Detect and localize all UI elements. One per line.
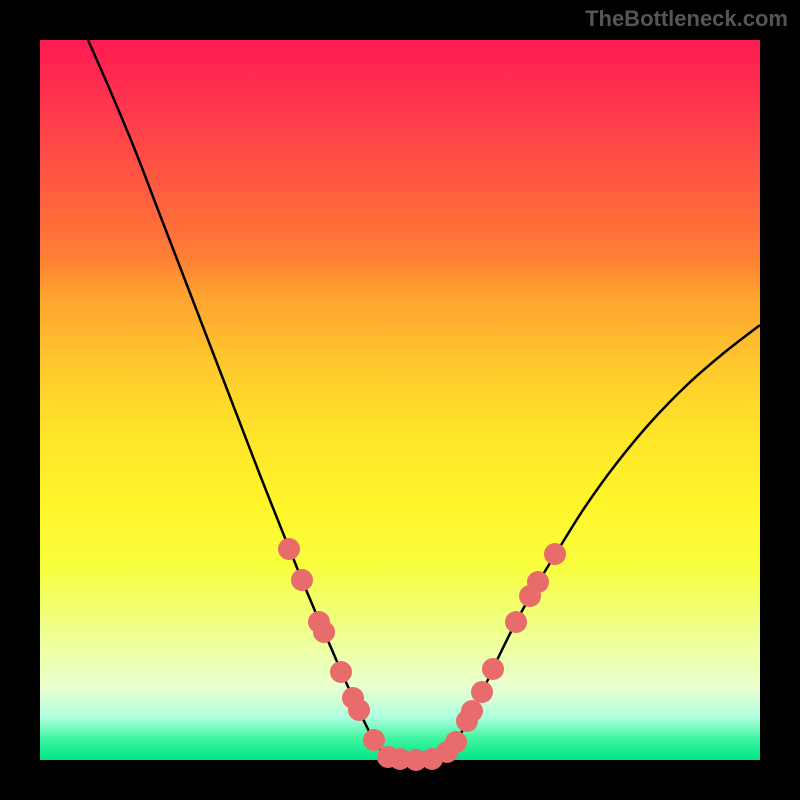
watermark: TheBottleneck.com <box>585 6 788 32</box>
curve-right <box>412 325 760 760</box>
data-marker <box>544 543 566 565</box>
data-marker <box>445 731 467 753</box>
curve-layer <box>40 40 760 760</box>
data-marker <box>471 681 493 703</box>
data-marker <box>313 621 335 643</box>
data-marker <box>482 658 504 680</box>
data-marker <box>461 700 483 722</box>
data-marker <box>291 569 313 591</box>
data-marker <box>505 611 527 633</box>
data-marker <box>348 699 370 721</box>
curve-left <box>88 40 412 760</box>
data-marker <box>330 661 352 683</box>
data-marker <box>278 538 300 560</box>
data-marker <box>527 571 549 593</box>
plot-area <box>40 40 760 760</box>
